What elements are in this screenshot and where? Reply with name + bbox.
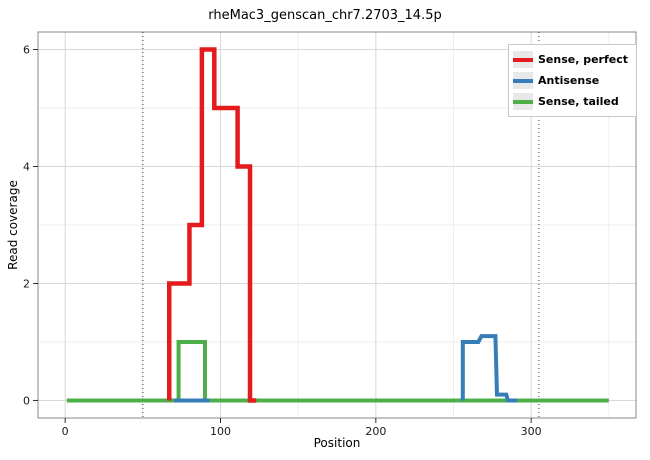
x-tick-label: 300 [521, 425, 542, 438]
legend: Sense, perfect Antisense Sense, tailed [507, 44, 637, 117]
x-axis-label: Position [313, 436, 361, 450]
x-tick-label: 0 [62, 425, 69, 438]
legend-label: Sense, perfect [537, 53, 628, 66]
x-tick-label: 200 [365, 425, 386, 438]
panel-border [37, 31, 637, 419]
legend-label: Sense, tailed [537, 95, 619, 108]
legend-key-sense-tailed [512, 93, 533, 110]
green-line-swatch [512, 99, 533, 104]
red-line-swatch [512, 57, 533, 62]
series-line [460, 334, 518, 403]
legend-item-antisense: Antisense [512, 70, 628, 91]
y-tick-label: 6 [23, 44, 30, 57]
series-line [166, 47, 257, 403]
y-tick-label: 2 [23, 277, 30, 290]
legend-item-sense-perfect: Sense, perfect [512, 49, 628, 70]
y-tick-label: 0 [23, 394, 30, 407]
legend-key-antisense [512, 72, 533, 89]
legend-item-sense-tailed: Sense, tailed [512, 91, 628, 112]
series-line [66, 339, 609, 403]
legend-label: Antisense [537, 74, 600, 87]
y-tick-label: 4 [23, 161, 30, 174]
y-axis-label: Read coverage [6, 180, 20, 270]
chart-title: rheMac3_genscan_chr7.2703_14.5p [208, 8, 442, 23]
legend-key-sense-perfect [512, 51, 533, 68]
x-tick-label: 100 [210, 425, 231, 438]
blue-line-swatch [512, 78, 533, 83]
